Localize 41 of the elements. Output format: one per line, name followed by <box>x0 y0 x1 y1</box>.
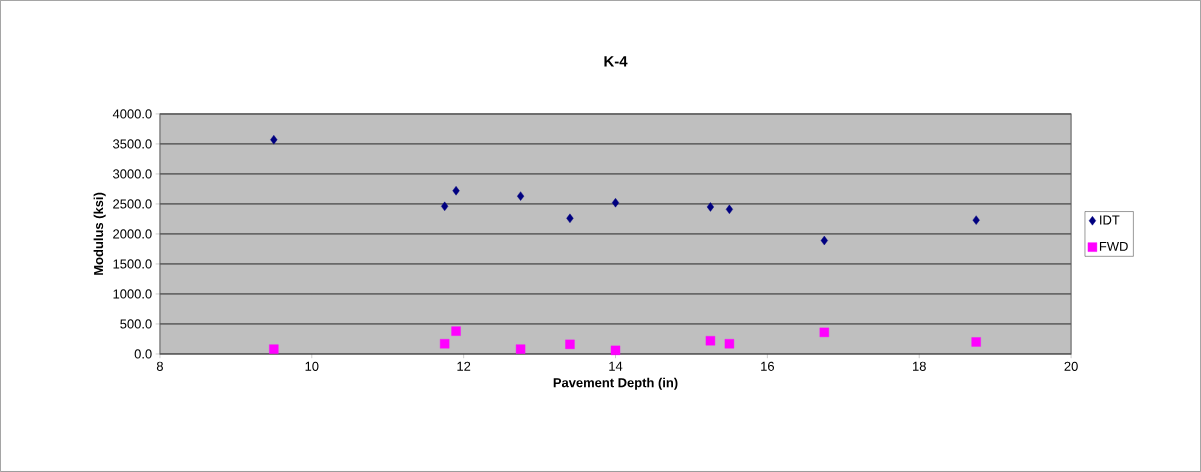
x-tick-label: 10 <box>305 361 319 371</box>
point <box>724 339 735 349</box>
point <box>705 336 716 346</box>
point <box>517 191 525 201</box>
x-tick-label: 16 <box>761 361 775 371</box>
y-tick-label: 3000.0 <box>113 169 152 179</box>
point <box>610 345 621 356</box>
y-tick-label: 4000.0 <box>112 109 152 119</box>
point <box>441 201 449 212</box>
x-tick-label: 12 <box>457 361 471 371</box>
point <box>566 213 574 224</box>
y-tick-label: 2500.0 <box>113 199 152 209</box>
point <box>515 344 526 354</box>
x-tick-label: 18 <box>913 361 926 371</box>
y-tick-label: 3500.0 <box>113 139 152 149</box>
x-tick-label: 20 <box>1064 361 1078 371</box>
point <box>820 235 828 246</box>
point <box>452 186 460 196</box>
point <box>706 202 714 212</box>
y-tick-label: 1000.0 <box>113 289 152 299</box>
y-tick-label: 500.0 <box>120 319 152 329</box>
y-tick-label: 0.0 <box>134 349 152 359</box>
x-axis-title: Pavement Depth (in) <box>553 377 678 390</box>
point <box>611 198 620 208</box>
point <box>270 135 278 145</box>
point <box>819 327 829 338</box>
y-axis-title: Modulus (ksi) <box>93 192 106 275</box>
chart-title: K-4 <box>604 56 628 67</box>
point <box>971 337 981 347</box>
point <box>725 204 733 215</box>
y-tick-label: 1500.0 <box>113 259 152 269</box>
point <box>451 326 461 336</box>
x-tick-label: 14 <box>609 361 623 371</box>
legend-label: FWD <box>1099 242 1128 251</box>
x-tick-label: 8 <box>156 361 163 371</box>
point <box>565 339 575 350</box>
y-tick-label: 2000.0 <box>113 229 152 239</box>
point <box>269 344 279 354</box>
legend-label: IDT <box>1100 215 1120 225</box>
point <box>972 215 980 225</box>
point <box>439 339 450 349</box>
